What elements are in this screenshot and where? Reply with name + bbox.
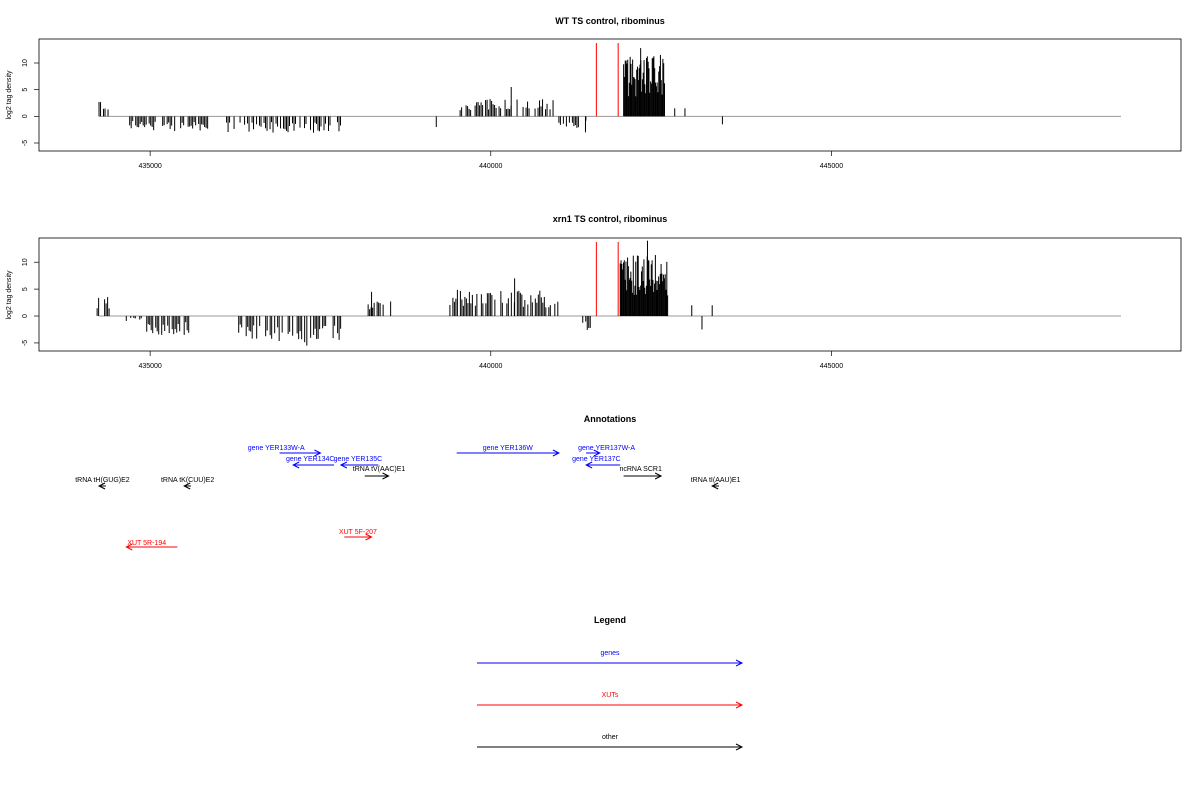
legend-label: XUTs	[602, 692, 619, 699]
legend-label: genes	[600, 650, 620, 657]
x-tick-label: 445000	[820, 363, 843, 370]
legend-item: XUTs	[477, 692, 744, 709]
plot-frame	[38, 237, 1182, 352]
chart-panel-wt: WT TS control, ribominus log2 tag densit…	[6, 16, 1182, 170]
legend-title: Legend	[594, 615, 626, 625]
annotations-title: Annotations	[584, 414, 637, 424]
y-tick-label: 5	[22, 287, 29, 291]
arrow-head-icon	[735, 701, 744, 709]
arrow-head-icon	[654, 472, 663, 480]
chart-title: WT TS control, ribominus	[555, 16, 665, 26]
arrow-head-icon	[735, 659, 744, 667]
marker-lines	[595, 242, 619, 317]
annotation-feature: gene YER134C	[286, 456, 335, 469]
feature-label: ncRNA SCR1	[619, 466, 662, 473]
feature-label: tRNA tI(AAU)E1	[691, 477, 741, 484]
feature-label: tRNA tH(GUG)E2	[75, 477, 130, 484]
marker-lines	[595, 43, 619, 117]
chart-panel-xrn1: xrn1 TS control, ribominus log2 tag dens…	[6, 214, 1182, 370]
y-tick-label: -5	[22, 140, 29, 146]
arrow-head-icon	[552, 449, 561, 457]
y-tick-label: -5	[22, 340, 29, 346]
y-axis-label: log2 tag density	[6, 270, 13, 320]
bar-group	[98, 48, 1121, 133]
annotation-feature: gene YER136W	[456, 445, 561, 457]
annotation-items: gene YER133W-A gene YER134C gene YER135C tR…	[75, 445, 741, 551]
arrow-head-icon	[585, 461, 593, 469]
chart-title: xrn1 TS control, ribominus	[553, 214, 668, 224]
legend-item: genes	[477, 650, 744, 667]
feature-label: tRNA tK(CUU)E2	[161, 477, 214, 484]
x-tick-label: 435000	[138, 363, 161, 370]
axis-ticks: 435000 440000 445000 -5 0 5 10	[22, 59, 843, 170]
feature-label: gene YER137C	[572, 456, 621, 463]
axis-ticks: 435000 440000 445000 -5 0 5 10	[22, 258, 843, 370]
annotation-feature: ncRNA SCR1	[619, 466, 663, 480]
annotation-feature: tRNA tV(AAC)E1	[353, 466, 406, 480]
bar-group	[96, 240, 1121, 346]
arrow-head-icon	[314, 449, 322, 457]
annotation-feature: gene YER133W-A	[248, 445, 322, 457]
feature-label: tRNA tV(AAC)E1	[353, 466, 406, 473]
feature-label: gene YER135C	[334, 456, 383, 463]
legend-item: other	[477, 734, 744, 751]
y-tick-label: 0	[22, 114, 29, 118]
feature-label: gene YER133W-A	[248, 445, 305, 452]
annotation-feature: tRNA tH(GUG)E2	[75, 477, 130, 490]
annotation-feature: tRNA tK(CUU)E2	[161, 477, 214, 490]
legend-label: other	[602, 734, 619, 741]
arrow-head-icon	[593, 449, 601, 457]
feature-label: XUT 5F-207	[339, 529, 377, 536]
x-tick-label: 435000	[138, 163, 161, 170]
feature-label: XUT 5R-194	[127, 540, 166, 547]
x-tick-label: 445000	[820, 163, 843, 170]
y-axis-label: log2 tag density	[6, 70, 13, 120]
arrow-head-icon	[365, 533, 373, 541]
arrow-head-icon	[735, 743, 744, 751]
feature-label: gene YER134C	[286, 456, 335, 463]
x-tick-label: 440000	[479, 163, 502, 170]
legend-items: genes XUTs other	[477, 650, 744, 751]
arrow-head-icon	[382, 472, 390, 480]
plot-frame	[38, 38, 1182, 152]
arrow-head-icon	[292, 461, 300, 469]
annotation-feature: gene YER137C	[572, 456, 621, 469]
feature-label: gene YER136W	[483, 445, 533, 452]
arrow-head-icon	[183, 482, 191, 490]
y-tick-label: 10	[22, 59, 29, 67]
y-tick-label: 10	[22, 258, 29, 266]
annotation-feature: gene YER135C	[334, 456, 383, 469]
arrow-head-icon	[711, 482, 719, 490]
arrow-head-icon	[125, 543, 133, 551]
annotation-feature: XUT 5R-194	[125, 540, 178, 551]
y-tick-label: 0	[22, 314, 29, 318]
y-tick-label: 5	[22, 88, 29, 92]
arrow-head-icon	[339, 461, 348, 469]
annotation-feature: XUT 5F-207	[339, 529, 377, 541]
x-tick-label: 440000	[479, 363, 502, 370]
legend-panel: Legend genes XUTs other	[477, 615, 744, 751]
annotation-feature: gene YER137W-A	[578, 445, 635, 457]
feature-label: gene YER137W-A	[578, 445, 635, 452]
arrow-head-icon	[97, 482, 106, 490]
annotation-feature: tRNA tI(AAU)E1	[691, 477, 741, 490]
